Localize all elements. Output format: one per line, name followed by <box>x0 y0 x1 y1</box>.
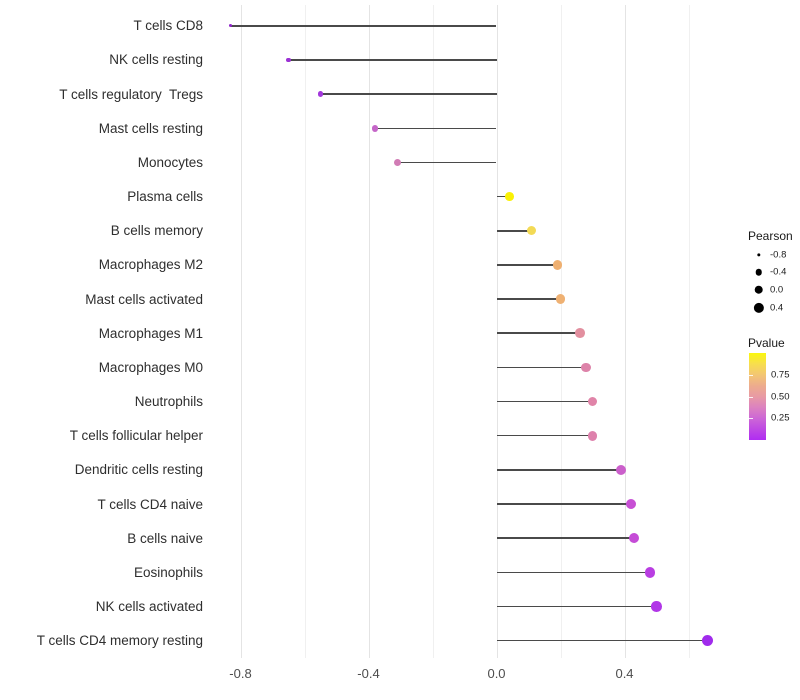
row-label: B cells memory <box>110 223 203 239</box>
row-label: Plasma cells <box>127 189 203 205</box>
legend-size-dot <box>754 285 763 295</box>
gridline <box>624 5 626 658</box>
row-label: Mast cells activated <box>85 291 203 307</box>
lollipop-stem <box>374 127 497 130</box>
row-label: Macrophages M2 <box>98 257 203 273</box>
row-label: Mast cells resting <box>98 120 203 136</box>
pvalue-legend-label: 0.25 <box>771 412 790 424</box>
lollipop-dot <box>393 158 401 166</box>
lollipop-dot <box>625 498 637 510</box>
lollipop-dot <box>587 430 598 441</box>
row-label: T cells regulatory Tregs <box>59 86 203 102</box>
pearson-legend-title: Pearson <box>748 229 793 243</box>
legend-size-dot <box>756 252 761 257</box>
lollipop-stem <box>230 25 497 27</box>
lollipop-stem <box>496 195 510 198</box>
lollipop-stem <box>496 503 631 505</box>
legend-size-label: 0.0 <box>770 284 784 296</box>
legend: Pearson -0.8 -0.4 0.0 0.4 Pvalue 0.75 0.50 0.… <box>746 0 800 700</box>
lollipop-dot <box>574 328 585 339</box>
lollipop-dot <box>229 24 233 28</box>
x-axis-tick-label: 0.4 <box>615 666 634 681</box>
lollipop-stem <box>496 366 587 369</box>
lollipop-dot <box>702 635 714 647</box>
row-label: Eosinophils <box>133 564 203 580</box>
row-label: T cells CD8 <box>133 18 203 34</box>
lollipop-stem <box>320 93 497 95</box>
lollipop-dot <box>555 294 566 304</box>
legend-size-dot <box>755 268 762 276</box>
lollipop-stem <box>496 605 657 608</box>
lollipop-stem <box>288 59 497 61</box>
row-label: Neutrophils <box>134 394 203 410</box>
lollipop-dot <box>504 192 514 201</box>
lollipop-dot <box>527 226 537 236</box>
lollipop-dot <box>581 362 591 373</box>
lollipop-dot <box>371 124 379 132</box>
lollipop-stem <box>496 332 580 334</box>
lollipop-stem <box>496 400 593 403</box>
row-label: T cells CD4 naive <box>97 496 203 512</box>
lollipop-stem <box>496 264 558 266</box>
lollipop-dot <box>317 91 324 97</box>
lollipop-dot <box>616 464 627 475</box>
gridline <box>240 5 242 658</box>
lollipop-dot <box>628 533 640 544</box>
pvalue-legend-label: 0.75 <box>771 369 790 380</box>
gridline <box>432 5 434 658</box>
row-label: Macrophages M1 <box>98 325 203 341</box>
row-label: T cells follicular helper <box>69 428 203 444</box>
gridline <box>688 5 690 658</box>
lollipop-stem <box>496 537 635 539</box>
pvalue-legend-label: 0.50 <box>771 390 790 402</box>
legend-size-dot <box>753 302 764 313</box>
lollipop-stem <box>496 639 708 642</box>
gridline <box>304 5 306 658</box>
pvalue-legend-title: Pvalue <box>748 336 785 350</box>
lollipop-stem <box>397 161 497 164</box>
lollipop-stem <box>496 469 622 471</box>
row-label: Dendritic cells resting <box>74 462 203 478</box>
row-label: NK cells resting <box>109 52 203 68</box>
lollipop-stem <box>496 434 593 437</box>
pvalue-legend-tick <box>748 374 753 376</box>
gridline <box>560 5 562 658</box>
gridline <box>368 5 370 658</box>
lollipop-dot <box>552 260 562 270</box>
row-label: T cells CD4 memory resting <box>36 633 203 649</box>
x-axis-tick-label: -0.8 <box>229 666 252 681</box>
x-axis-tick-label: 0.0 <box>487 666 506 681</box>
row-label: Macrophages M0 <box>98 359 203 375</box>
lollipop-stem <box>496 571 651 574</box>
pvalue-gradient-bar <box>748 353 766 440</box>
legend-size-label: -0.4 <box>770 266 787 278</box>
gridline <box>496 5 498 658</box>
lollipop-dot <box>286 57 291 63</box>
pvalue-legend-tick <box>748 396 753 398</box>
lollipop-stem <box>496 298 561 300</box>
row-label: B cells naive <box>127 530 203 546</box>
legend-size-label: -0.8 <box>770 248 787 260</box>
row-label: Monocytes <box>137 154 203 170</box>
lollipop-dot <box>651 601 662 612</box>
lollipop-stem <box>496 230 532 232</box>
legend-size-label: 0.4 <box>770 301 784 313</box>
x-axis-tick-label: -0.4 <box>357 666 380 681</box>
lollipop-dot <box>644 567 656 578</box>
lollipop-dot <box>587 396 598 407</box>
row-label: NK cells activated <box>95 599 203 615</box>
pvalue-legend-tick <box>748 418 753 420</box>
